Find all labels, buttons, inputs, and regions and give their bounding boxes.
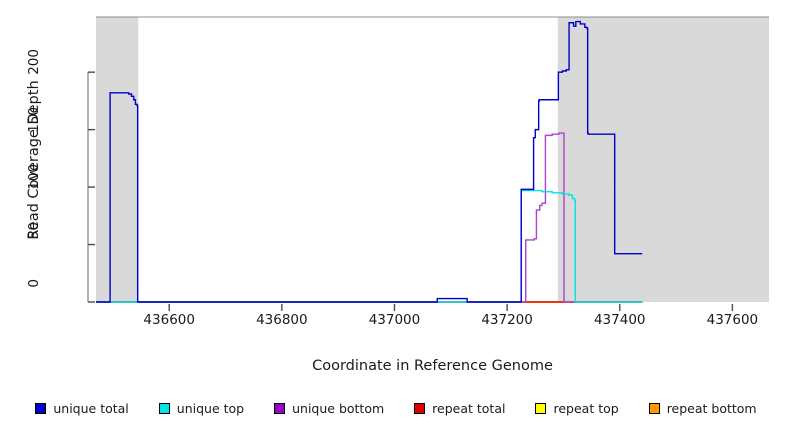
series-line-unique-total	[96, 20, 643, 303]
x-tick-label-437200: 437200	[481, 312, 533, 328]
chart-legend: unique total unique top unique bottom re…	[0, 398, 792, 418]
shaded-region-1	[557, 17, 769, 302]
series-line-unique-top	[96, 189, 643, 303]
y-tick-label-200: 200	[26, 49, 42, 75]
y-tick-label-150: 150	[26, 106, 42, 133]
legend-swatch-icon	[648, 402, 660, 414]
legend-item-repeat-top: repeat top	[535, 400, 619, 416]
legend-label: repeat top	[553, 400, 619, 416]
legend-swatch-icon	[414, 402, 426, 414]
legend-item-unique-bottom: unique bottom	[274, 401, 384, 416]
legend-swatch-icon	[274, 402, 286, 414]
legend-label: unique total	[53, 400, 129, 416]
legend-swatch-icon	[535, 402, 547, 414]
legend-item-unique-top: unique top	[158, 400, 245, 416]
x-tick-label-437600: 437600	[706, 312, 759, 328]
legend-item-repeat-bottom: repeat bottom	[648, 400, 757, 416]
legend-label: repeat total	[432, 400, 506, 416]
legend-item-unique-total: unique total	[35, 400, 129, 416]
y-tick-label-0: 0	[26, 279, 42, 288]
x-tick-label-437400: 437400	[593, 312, 646, 328]
x-tick-label-437000: 437000	[368, 312, 421, 328]
legend-label: unique top	[176, 400, 245, 416]
y-tick-label-100: 100	[26, 164, 42, 190]
legend-swatch-icon	[158, 402, 170, 414]
x-axis-title: Coordinate in Reference Genome	[312, 358, 553, 374]
legend-label: repeat bottom	[666, 400, 757, 416]
shaded-region-0	[96, 17, 139, 302]
series-line-unique-bottom	[96, 132, 643, 303]
legend-item-repeat-total: repeat total	[414, 401, 505, 416]
x-tick-label-436600: 436600	[143, 312, 195, 328]
y-tick-label-50: 50	[26, 221, 42, 239]
legend-label: unique bottom	[292, 400, 385, 416]
legend-swatch-icon	[35, 402, 47, 414]
x-tick-label-436800: 436800	[256, 312, 308, 328]
